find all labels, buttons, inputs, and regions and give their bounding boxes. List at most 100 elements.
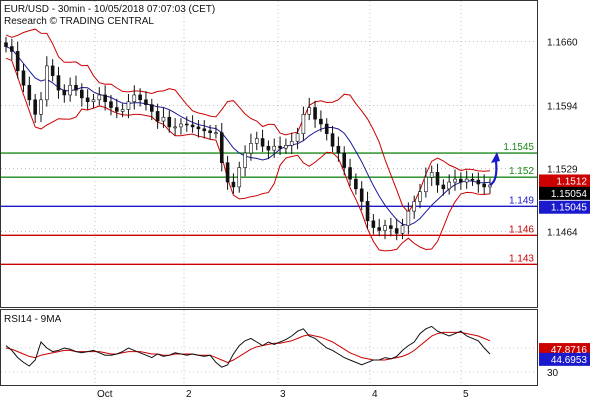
price-y-tick-1: 1.1594 xyxy=(547,102,578,113)
forecast-arrow-shaft xyxy=(489,160,498,186)
rsi-box-1-label: 44.6953 xyxy=(551,355,588,366)
candle-13-body xyxy=(80,89,84,99)
candle-7-body xyxy=(45,65,49,101)
candle-68-body xyxy=(400,225,405,234)
candle-48-body xyxy=(284,144,288,149)
candle-45-body xyxy=(266,145,271,151)
candle-6-body xyxy=(39,99,43,115)
candle-2-body xyxy=(15,51,20,72)
candle-34-body xyxy=(202,128,207,132)
candle-9-body xyxy=(56,75,61,91)
candle-27-body xyxy=(161,116,166,122)
candle-18-body xyxy=(109,101,113,108)
candle-77-body xyxy=(453,178,457,183)
candle-70-body xyxy=(412,201,416,212)
candle-74-body xyxy=(435,172,440,186)
candle-75-body xyxy=(441,184,446,190)
candle-50-body xyxy=(295,133,300,142)
candle-53-body xyxy=(313,107,317,120)
candle-26-body xyxy=(155,111,160,122)
candle-32-body xyxy=(190,124,195,128)
candle-1-body xyxy=(10,46,14,52)
candle-37-body xyxy=(219,132,224,164)
forecast-arrow-head xyxy=(491,152,500,164)
candle-16-body xyxy=(97,94,102,101)
rsi-box-0-bg xyxy=(539,343,590,357)
x-tick-0: Oct xyxy=(97,389,113,400)
price-box-1-label: 1.15054 xyxy=(551,189,588,200)
candle-0-body xyxy=(4,42,8,47)
candle-59-body xyxy=(348,167,352,180)
forecast-arrow xyxy=(489,152,500,186)
x-tick-2: 3 xyxy=(280,389,286,400)
candle-65-body xyxy=(383,225,387,231)
candle-28-body xyxy=(167,116,172,128)
x-tick-labels: Oct 2 3 4 5 xyxy=(97,389,469,400)
candle-12-body xyxy=(74,84,78,91)
candle-41-body xyxy=(243,152,247,168)
candle-58-body xyxy=(342,152,347,168)
candle-57-body xyxy=(336,145,341,154)
candle-21-body xyxy=(126,101,131,110)
candle-25-body xyxy=(149,104,154,112)
candle-39-body xyxy=(231,181,236,188)
support-resistance-levels: 1.1545 1.152 1.149 1.146 1.143 xyxy=(1,142,537,266)
candle-43-body xyxy=(254,138,259,144)
candle-78-body xyxy=(459,178,463,183)
candle-47-body xyxy=(278,145,282,149)
candle-81-body xyxy=(476,179,481,185)
candle-23-body xyxy=(138,94,142,101)
candle-33-body xyxy=(196,126,201,130)
candle-49-body xyxy=(289,141,294,146)
candle-62-body xyxy=(365,201,370,222)
candle-52-body xyxy=(307,107,312,115)
candle-20-body xyxy=(120,109,125,112)
price-grid xyxy=(1,1,537,307)
candle-76-body xyxy=(447,181,451,190)
price-box-2-label: 1.15045 xyxy=(551,203,588,214)
rsi-box-1-bg xyxy=(539,352,590,366)
candle-3-body xyxy=(21,70,26,86)
y-tick-labels: 1.1660 1.1594 1.1529 1.1464 30 xyxy=(547,38,578,379)
candle-54-body xyxy=(319,118,323,125)
candle-71-body xyxy=(418,191,422,202)
candle-55-body xyxy=(324,123,329,134)
rsi-panel-title: RSI14 - 9MA xyxy=(4,314,62,325)
candle-66-body xyxy=(389,225,393,229)
candle-63-body xyxy=(371,220,376,228)
rsi-y-tick-0: 30 xyxy=(547,368,559,379)
candle-24-body xyxy=(144,99,148,105)
candle-42-body xyxy=(249,143,253,154)
price-box-0-label: 1.1512 xyxy=(556,176,587,187)
candle-69-body xyxy=(406,210,411,226)
candle-17-body xyxy=(103,94,107,103)
candle-31-body xyxy=(184,123,189,126)
rsi-grid xyxy=(1,310,537,385)
candle-67-body xyxy=(394,228,399,234)
candle-80-body xyxy=(470,178,475,181)
candle-10-body xyxy=(62,89,67,96)
candle-79-body xyxy=(464,178,469,183)
rsi-panel-frame xyxy=(0,309,538,386)
candle-14-body xyxy=(85,97,90,103)
price-y-tick-2: 1.1529 xyxy=(547,165,578,176)
candle-4-body xyxy=(27,84,32,101)
price-box-1-bg xyxy=(539,186,590,200)
level-label-3: 1.146 xyxy=(509,224,534,235)
price-box-0-bg xyxy=(539,174,590,188)
candle-51-body xyxy=(301,114,306,134)
candle-19-body xyxy=(114,107,119,112)
candle-40-body xyxy=(237,167,242,188)
candle-64-body xyxy=(377,227,382,231)
candlesticks xyxy=(4,36,492,241)
level-label-1: 1.152 xyxy=(509,166,534,177)
price-box-2-bg xyxy=(539,200,590,214)
x-tick-4: 5 xyxy=(463,389,469,400)
candle-38-body xyxy=(225,162,230,183)
chart-header-line2: Research © TRADING CENTRAL xyxy=(4,16,154,27)
bollinger-lower-band xyxy=(5,57,491,252)
level-label-4: 1.143 xyxy=(509,253,534,264)
